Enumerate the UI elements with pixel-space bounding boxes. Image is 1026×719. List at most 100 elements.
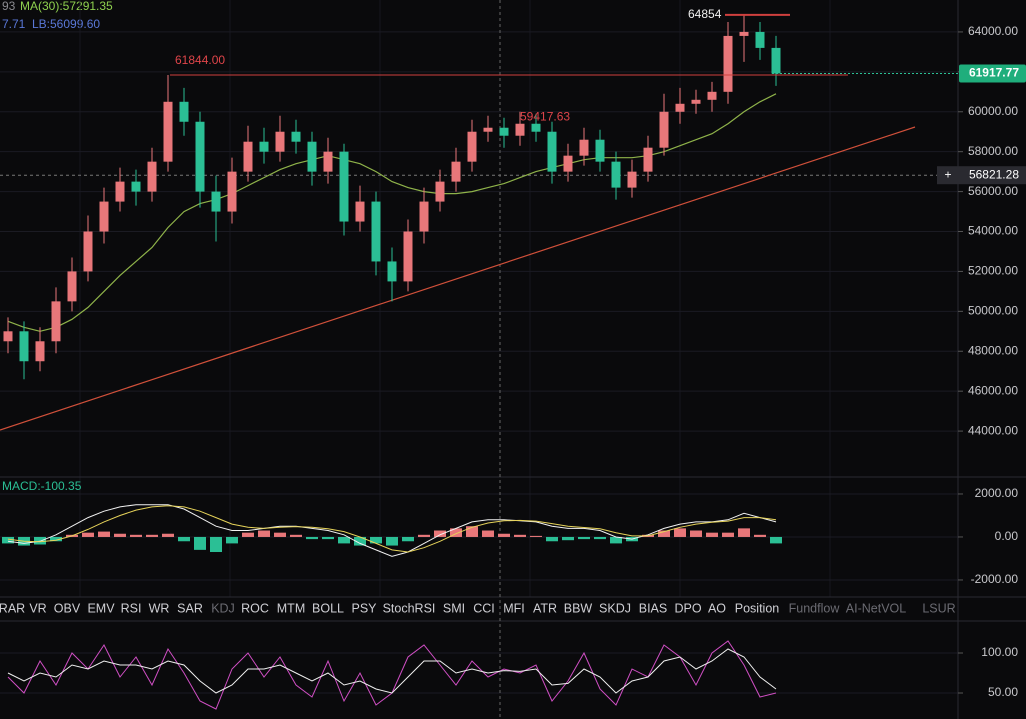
indicator-tab[interactable]: VR — [29, 601, 46, 615]
candle-body — [131, 181, 141, 192]
indicator-tab[interactable]: DPO — [674, 601, 701, 615]
indicator-tab[interactable]: CCI — [473, 601, 495, 615]
candle-body — [227, 171, 237, 212]
candle-body — [659, 111, 669, 148]
indicator-tab[interactable]: Position — [735, 601, 780, 615]
macd-bar — [306, 536, 318, 540]
candle-body — [755, 31, 765, 48]
macd-bar — [322, 536, 334, 540]
legend-ma-prefix: 93 — [2, 0, 16, 13]
candle-body — [275, 131, 285, 152]
indicator-tab[interactable]: PSY — [351, 601, 377, 615]
indicator-tab[interactable]: RAR — [0, 601, 25, 615]
candle-body — [99, 201, 109, 232]
macd-bar — [34, 536, 46, 545]
indicator-tab[interactable]: Fundflow — [789, 601, 841, 615]
candle-body — [339, 151, 349, 222]
indicator-tab[interactable]: AO — [708, 601, 726, 615]
indicator-tab[interactable]: ROC — [241, 601, 269, 615]
trendline — [0, 126, 916, 431]
indicator-tab[interactable]: ATR — [533, 601, 557, 615]
indicator-tab[interactable]: OBV — [54, 601, 81, 615]
last-price-label: 61917.77 — [969, 66, 1019, 80]
macd-bar — [450, 528, 462, 537]
macd-bar — [226, 536, 238, 544]
macd-title: MACD:-100.35 — [2, 479, 82, 493]
candle-body — [147, 161, 157, 192]
indicator-tab[interactable]: KDJ — [211, 601, 235, 615]
y-tick-label: 100.00 — [981, 645, 1018, 659]
candle-body — [611, 161, 621, 188]
line — [7, 504, 777, 557]
y-tick-label: -2000.00 — [971, 572, 1019, 586]
candle-body — [211, 191, 221, 212]
macd-bar — [338, 536, 350, 544]
indicator-tab[interactable]: BOLL — [312, 601, 344, 615]
y-tick-label: 56000.00 — [968, 184, 1018, 198]
macd-bar — [498, 533, 510, 537]
macd-bar — [2, 536, 14, 544]
macd-bar — [706, 532, 718, 537]
candle-body — [627, 171, 637, 188]
grid-layer — [0, 0, 958, 694]
candle-body — [467, 131, 477, 162]
macd-bar — [162, 533, 174, 537]
y-tick-label: 48000.00 — [968, 343, 1018, 357]
macd-bar — [82, 532, 94, 537]
macd-bar — [514, 534, 526, 537]
candle-body — [323, 151, 333, 172]
macd-bar — [210, 536, 222, 553]
indicator-tab[interactable]: StochRSI — [383, 601, 436, 615]
macd-bar — [754, 534, 766, 537]
y-tick-label: 2000.00 — [975, 486, 1019, 500]
y-tick-label: 58000.00 — [968, 144, 1018, 158]
macd-bar — [770, 536, 782, 544]
level-label: 59417.63 — [520, 110, 570, 124]
macd-bar — [274, 532, 286, 537]
macd-bar — [290, 534, 302, 537]
indicator-tab[interactable]: RSI — [121, 601, 142, 615]
macd-bar — [50, 536, 62, 542]
candle-body — [483, 127, 493, 132]
candle-body — [35, 341, 45, 362]
macd-bar — [258, 530, 270, 537]
candle-body — [643, 147, 653, 172]
candle-body — [531, 123, 541, 132]
candle-body — [51, 301, 61, 342]
candle-body — [499, 127, 509, 136]
indicator-tab[interactable]: SKDJ — [599, 601, 631, 615]
macd-bar — [242, 532, 254, 537]
indicator-tab[interactable]: EMV — [87, 601, 115, 615]
crosshair-tag — [937, 166, 1026, 185]
indicator-tab[interactable]: MTM — [277, 601, 305, 615]
indicator-tab[interactable]: SAR — [177, 601, 203, 615]
candle-body — [675, 103, 685, 112]
macd-bar — [610, 536, 622, 544]
candle-body — [67, 271, 77, 302]
level-label: 61844.00 — [175, 53, 225, 67]
macd-bar — [354, 536, 366, 546]
candle-body — [371, 201, 381, 262]
indicator-tab[interactable]: SMI — [443, 601, 465, 615]
y-tick-label: 50000.00 — [968, 304, 1018, 318]
legend-ma: MA(30):57291.35 — [20, 0, 113, 13]
indicator-tab[interactable]: LSUR — [922, 601, 955, 615]
y-tick-label: 64000.00 — [968, 24, 1018, 38]
y-tick-label: 46000.00 — [968, 383, 1018, 397]
macd-bar — [738, 528, 750, 537]
candle-body — [435, 181, 445, 202]
indicator-tab[interactable]: BBW — [564, 601, 593, 615]
indicator-tab[interactable]: WR — [149, 601, 170, 615]
macd-bar — [178, 536, 190, 542]
indicator-tab[interactable]: BIAS — [639, 601, 668, 615]
macd-bar — [194, 536, 206, 550]
indicator-tab[interactable]: MFI — [503, 601, 525, 615]
level-label: 64854 — [688, 7, 722, 21]
candle-body — [259, 141, 269, 152]
line — [7, 640, 777, 710]
macd-bar — [146, 534, 158, 537]
macd-bar — [386, 536, 398, 546]
macd-bar — [722, 532, 734, 537]
indicator-tab[interactable]: AI-NetVOL — [846, 601, 906, 615]
